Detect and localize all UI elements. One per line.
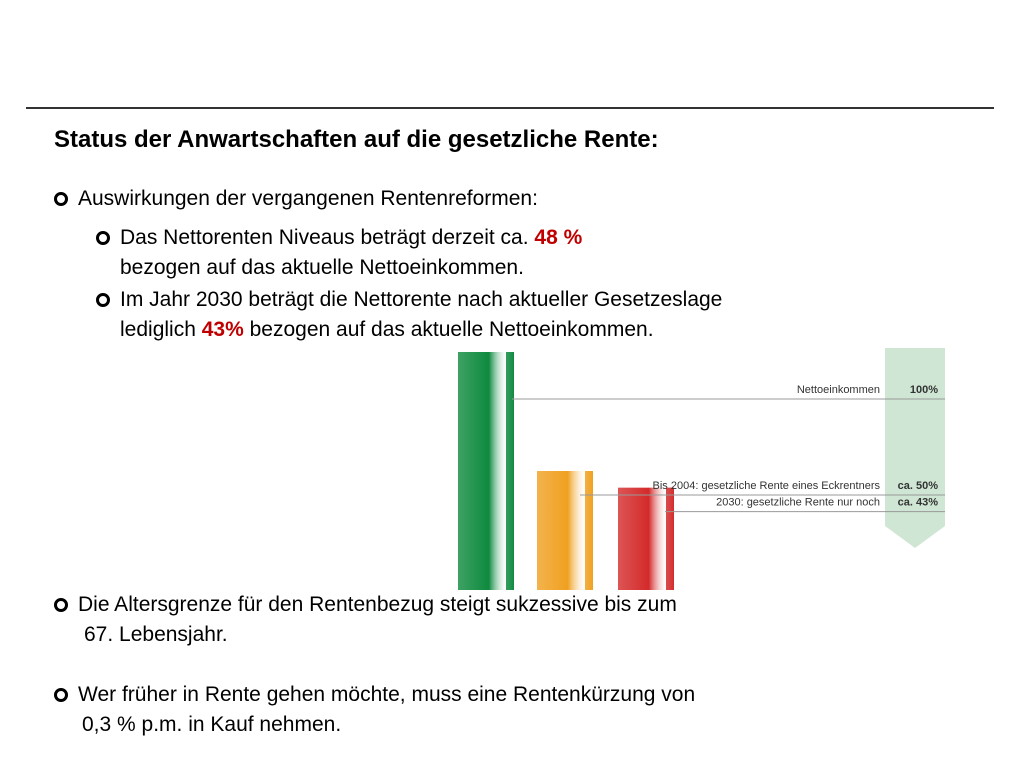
category-labels: Nettoeinkommen Bis 2004: gesetzliche Rent…	[653, 384, 881, 509]
reference-lines	[512, 398, 945, 513]
bullet-icon	[96, 231, 110, 245]
bar-side-0	[506, 352, 514, 590]
sub-bullet-2030-level: Im Jahr 2030 beträgt die Nettorente nach…	[96, 285, 722, 345]
bullet-icon	[54, 192, 68, 206]
sub2-line2-post: bezogen auf das aktuelle Nettoeinkommen.	[249, 318, 654, 341]
top-rule	[26, 107, 994, 109]
sub1-value: 48 %	[534, 226, 583, 249]
sub2-line2-pre: lediglich	[120, 318, 196, 341]
bars-group	[458, 352, 674, 590]
bullet-early-retirement: Wer früher in Rente gehen möchte, muss e…	[54, 680, 695, 740]
bar-side-1	[585, 471, 593, 590]
value-band-shape	[885, 348, 945, 548]
bullet3-line1: Wer früher in Rente gehen möchte, muss e…	[78, 683, 696, 706]
bar-side-2	[666, 487, 674, 590]
bar-0	[458, 352, 514, 590]
value-band	[885, 348, 945, 548]
bullet-icon	[96, 293, 110, 307]
value-label-1: ca. 50%	[898, 480, 939, 492]
sub2-line1: Im Jahr 2030 beträgt die Nettorente nach…	[120, 288, 723, 311]
bar-2	[618, 487, 674, 590]
sub1-line1: Das Nettorenten Niveaus beträgt derzeit …	[120, 226, 529, 249]
bullet2-line1: Die Altersgrenze für den Rentenbezug ste…	[78, 593, 677, 616]
sub-bullet-current-level: Das Nettorenten Niveaus beträgt derzeit …	[96, 223, 582, 283]
value-label-2: ca. 43%	[898, 497, 939, 509]
value-label-0: 100%	[910, 384, 938, 396]
value-labels: 100% ca. 50% ca. 43%	[898, 384, 939, 509]
bullet-reforms: Auswirkungen der vergangenen Rentenrefor…	[54, 184, 538, 214]
bullet2-line2: 67. Lebensjahr.	[84, 623, 228, 646]
bar-1	[537, 471, 593, 590]
bullet-reforms-text: Auswirkungen der vergangenen Rentenrefor…	[78, 187, 538, 210]
category-label-2: 2030: gesetzliche Rente nur noch	[716, 497, 880, 509]
bullet-age-limit: Die Altersgrenze für den Rentenbezug ste…	[54, 590, 677, 650]
bullet-icon	[54, 598, 68, 612]
bullet3-line2: 0,3 % p.m. in Kauf nehmen.	[82, 713, 342, 736]
sub1-line2: bezogen auf das aktuelle Nettoeinkommen.	[120, 256, 524, 279]
sub2-value: 43%	[201, 318, 244, 341]
bullet-icon	[54, 688, 68, 702]
slide-title: Status der Anwartschaften auf die gesetz…	[54, 126, 659, 153]
pension-level-chart: Nettoeinkommen Bis 2004: gesetzliche Rent…	[458, 348, 945, 590]
category-label-1: Bis 2004: gesetzliche Rente eines Eckren…	[653, 480, 881, 492]
category-label-0: Nettoeinkommen	[797, 384, 880, 396]
